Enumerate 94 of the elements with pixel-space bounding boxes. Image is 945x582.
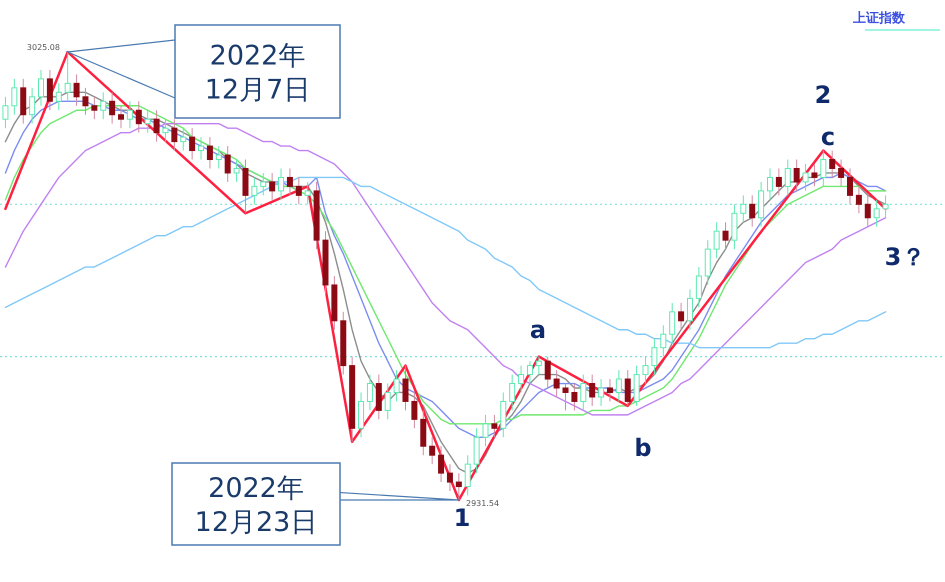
candlestick (286, 168, 293, 196)
candlestick (696, 266, 702, 308)
candlestick (686, 288, 693, 330)
annotation: 2022年 12月7日 (204, 40, 310, 106)
annotation: 2022年 12月23日 (194, 473, 318, 538)
candlestick (366, 374, 373, 411)
annotation: 2 (814, 81, 832, 109)
candlestick (811, 164, 818, 187)
candlestick (624, 370, 631, 406)
candlestick (856, 186, 862, 214)
candlestick (198, 136, 204, 160)
candlestick (882, 194, 889, 218)
candlestick (82, 87, 88, 116)
candlestick (669, 302, 676, 344)
candlestick (536, 356, 542, 376)
candlestick (46, 69, 53, 111)
candlestick (616, 370, 622, 402)
candlestick (722, 222, 729, 250)
candlestick (118, 105, 124, 129)
candlestick (606, 378, 613, 402)
annotation: a (530, 316, 546, 344)
candlestick (554, 370, 560, 398)
candlestick (29, 87, 36, 124)
candlestick (180, 128, 186, 152)
candlestick (126, 100, 133, 129)
candlestick (429, 436, 436, 465)
candlestick (714, 222, 720, 259)
candlestick (794, 159, 800, 192)
candlestick (91, 96, 98, 120)
candlestick (2, 96, 8, 129)
candlestick (518, 365, 524, 393)
candlestick (651, 338, 658, 376)
candlestick (838, 159, 844, 187)
candlestick (562, 383, 569, 411)
annotation: b (634, 434, 652, 462)
candlestick (589, 374, 596, 406)
candlestick (411, 392, 418, 429)
candlestick (234, 159, 240, 182)
candlestick (144, 110, 151, 134)
candlestick (74, 74, 80, 106)
candlestick (749, 194, 756, 228)
candlestick (189, 128, 196, 160)
candlestick (304, 181, 311, 205)
candlestick (162, 118, 168, 142)
candlestick (171, 118, 178, 152)
candlestick (642, 356, 649, 384)
candlestick (296, 176, 302, 205)
annotation: 3？ (884, 243, 926, 271)
candlestick (544, 356, 551, 388)
candlestick (580, 374, 586, 411)
candlestick (766, 168, 773, 200)
candlestick (402, 365, 408, 411)
candlestick (154, 110, 160, 142)
candlestick (384, 383, 391, 420)
candlestick (269, 172, 276, 200)
candlestick (206, 136, 213, 169)
candlestick (464, 454, 471, 496)
candlestick (820, 150, 826, 187)
candlestick (660, 324, 666, 358)
chart-title: 上证指数 (852, 11, 906, 26)
candlestick (864, 194, 871, 228)
candlestick (491, 414, 498, 438)
candlestick (598, 378, 604, 406)
candlestick (64, 52, 71, 102)
annotation: 3025.08 (26, 43, 60, 52)
candlestick (11, 78, 18, 116)
candlestick (109, 92, 116, 124)
candlestick (394, 370, 400, 402)
annotation: c (820, 123, 836, 151)
candlestick (216, 146, 222, 169)
candlestick (446, 464, 453, 492)
candlestick (482, 414, 489, 447)
candlestick (874, 199, 880, 228)
candlestick (456, 472, 462, 500)
annotation: 2931.54 (466, 499, 500, 508)
candlestick (846, 168, 853, 205)
candlestick (571, 383, 578, 411)
candlestick (38, 69, 44, 106)
candlestick (740, 194, 746, 223)
candlestick (784, 159, 791, 196)
candlestick (224, 146, 231, 182)
candlestick (278, 168, 284, 200)
candlestick (136, 100, 142, 134)
candlestick (776, 168, 782, 196)
candlestick (678, 302, 684, 330)
candlestick (829, 150, 836, 178)
candlestick (56, 82, 62, 111)
candlestick (100, 92, 106, 120)
candlestick (260, 172, 266, 196)
candlestick (438, 446, 444, 483)
candlestick (526, 360, 533, 384)
candlestick (509, 374, 516, 411)
candlestick (251, 176, 258, 205)
candlestick (802, 164, 809, 192)
